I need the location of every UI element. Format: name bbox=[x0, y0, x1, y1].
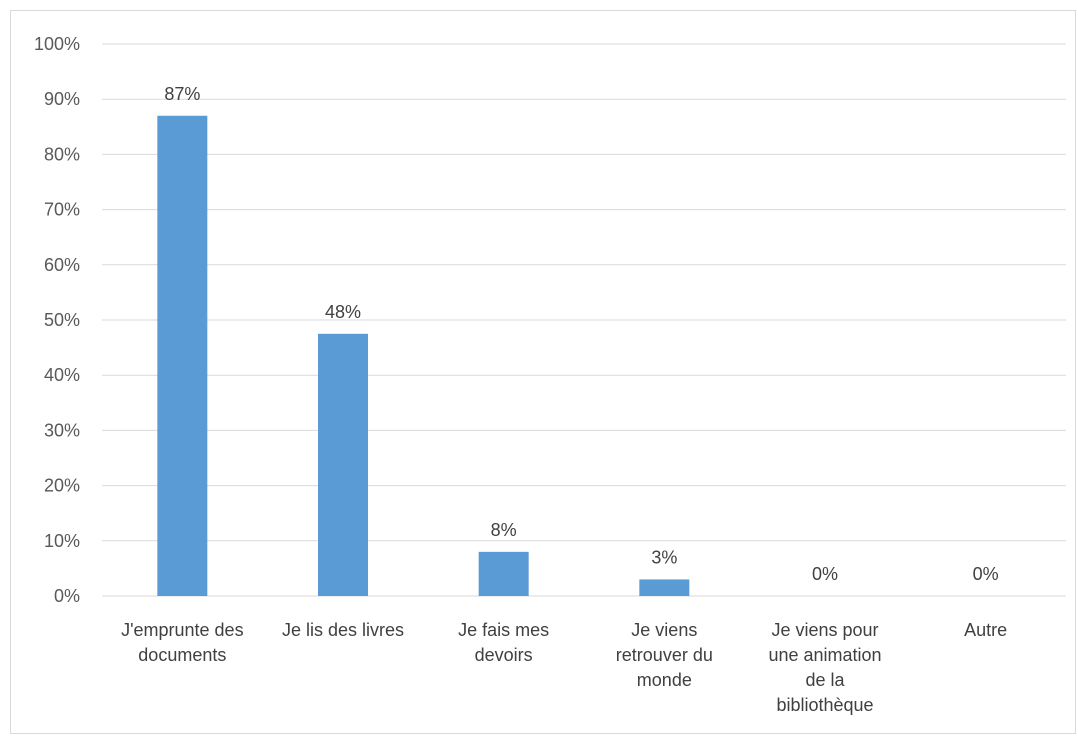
data-label: 0% bbox=[812, 564, 838, 584]
y-tick-label: 30% bbox=[44, 420, 80, 440]
category-label-line: Je lis des livres bbox=[282, 620, 404, 640]
bar bbox=[639, 579, 690, 596]
y-tick-label: 20% bbox=[44, 476, 80, 496]
category-label-line: Je viens bbox=[631, 620, 697, 640]
y-axis-tick-labels: 0% 10% 20% 30% 40% 50% 60% 70% 80% 90% 100% bbox=[34, 34, 80, 606]
bar bbox=[157, 115, 208, 596]
category-label-line: monde bbox=[637, 670, 692, 690]
data-label: 87% bbox=[164, 84, 200, 104]
y-tick-label: 50% bbox=[44, 310, 80, 330]
y-tick-label: 100% bbox=[34, 34, 80, 54]
data-labels: 87% 48% 8% 3% 0% 0% bbox=[164, 84, 998, 584]
data-label: 3% bbox=[651, 547, 677, 567]
category-label-line: Autre bbox=[964, 620, 1007, 640]
category-label: Je fais mes devoirs bbox=[458, 620, 549, 665]
y-tick-label: 10% bbox=[44, 531, 80, 551]
category-label: Je viens pour une animation de la bibliothè… bbox=[768, 620, 881, 715]
bar bbox=[478, 551, 529, 596]
category-label-line: retrouver du bbox=[616, 645, 713, 665]
category-label: Autre bbox=[964, 620, 1007, 640]
y-tick-label: 70% bbox=[44, 200, 80, 220]
y-tick-label: 90% bbox=[44, 89, 80, 109]
category-label-line: Je viens pour bbox=[771, 620, 878, 640]
category-label-line: Je fais mes bbox=[458, 620, 549, 640]
y-tick-label: 80% bbox=[44, 144, 80, 164]
category-label-line: devoirs bbox=[475, 645, 533, 665]
data-label: 48% bbox=[325, 302, 361, 322]
data-label: 8% bbox=[491, 520, 517, 540]
gridlines bbox=[102, 43, 1066, 597]
category-label-line: de la bbox=[805, 670, 845, 690]
y-tick-label: 60% bbox=[44, 255, 80, 275]
y-tick-label: 0% bbox=[54, 586, 80, 606]
category-label: J'emprunte des documents bbox=[121, 620, 244, 665]
y-tick-label: 40% bbox=[44, 365, 80, 385]
category-label-line: documents bbox=[138, 645, 226, 665]
category-label: Je lis des livres bbox=[282, 620, 404, 640]
category-label-line: bibliothèque bbox=[776, 695, 873, 715]
x-axis-category-labels: J'emprunte des documents Je lis des livres… bbox=[121, 620, 1007, 715]
category-label-line: une animation bbox=[768, 645, 881, 665]
bar bbox=[318, 333, 368, 596]
bars bbox=[157, 115, 690, 596]
category-label: Je viens retrouver du monde bbox=[616, 620, 713, 690]
data-label: 0% bbox=[973, 564, 999, 584]
category-label-line: J'emprunte des bbox=[121, 620, 244, 640]
